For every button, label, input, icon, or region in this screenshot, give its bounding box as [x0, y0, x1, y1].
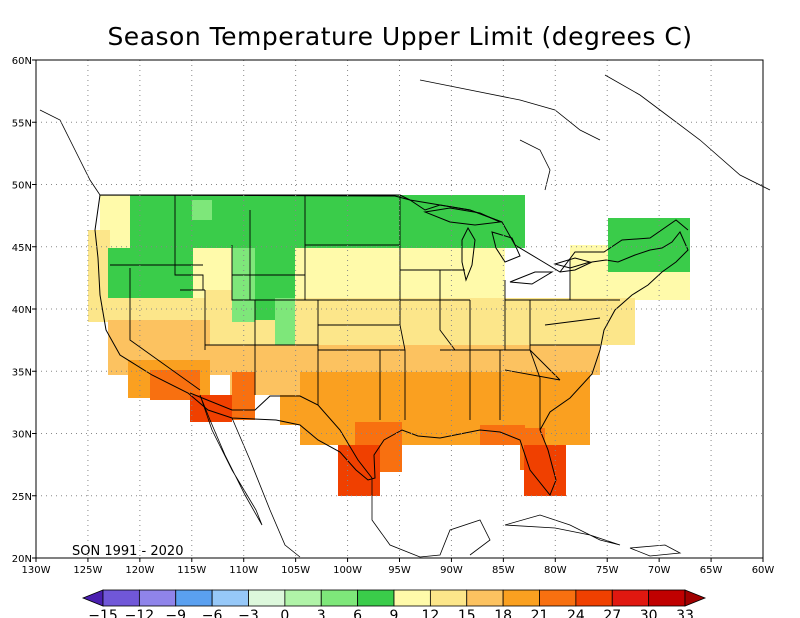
lat-tick-label: 55N — [12, 118, 32, 129]
longitude-labels: 130W 125W 120W 115W 110W 105W 100W 95W 90W 85W 80W… — [22, 558, 775, 576]
lon-tick-label: 100W — [333, 565, 362, 576]
lat-tick-label: 60N — [12, 56, 32, 67]
temp-cell-northern-tier — [420, 195, 525, 248]
lat-tick-label: 45N — [12, 243, 32, 254]
colorbar-swatch — [175, 589, 213, 607]
baja-california — [199, 394, 263, 526]
temp-cell-southern-plains — [205, 345, 600, 375]
temp-cell-gulf-coast — [232, 372, 255, 420]
mexico-coast — [231, 417, 491, 558]
lon-tick-label: 60W — [752, 565, 775, 576]
lon-tick-label: 130W — [22, 565, 51, 576]
colorbar-label: 18 — [494, 608, 512, 618]
colorbar-label: −15 — [88, 608, 118, 618]
colorbar-label: 9 — [390, 608, 399, 618]
latitude-labels: 20N 25N 30N 35N 40N 45N 50N 55N 60N — [12, 56, 36, 565]
colorbar-swatch — [648, 589, 686, 607]
colorbar-label: 30 — [640, 608, 658, 618]
period-note: SON 1991 - 2020 — [72, 544, 183, 559]
colorbar-label: 3 — [317, 608, 326, 618]
lon-tick-label: 85W — [492, 565, 515, 576]
colorbar-label: −6 — [202, 608, 223, 618]
colorbar-label: 24 — [567, 608, 585, 618]
colorbar-swatch — [539, 589, 577, 607]
lat-tick-label: 20N — [12, 554, 32, 565]
colorbar-arrow-high — [684, 589, 707, 607]
lon-tick-label: 120W — [125, 565, 154, 576]
lake-superior — [423, 207, 502, 226]
lon-tick-label: 95W — [388, 565, 411, 576]
lon-tick-label: 110W — [229, 565, 258, 576]
colorbar-label: 21 — [531, 608, 549, 618]
lon-tick-label: 115W — [177, 565, 206, 576]
lon-tick-label: 70W — [648, 565, 671, 576]
lon-tick-label: 105W — [281, 565, 310, 576]
colorbar-swatch — [393, 589, 431, 607]
temp-cell-rockies — [275, 298, 295, 345]
temp-cell-rockies — [192, 200, 212, 220]
mexico-border — [189, 392, 373, 479]
coastline-and-borders — [39, 74, 771, 558]
colorbar-label: −12 — [125, 608, 155, 618]
colorbar-label: −3 — [238, 608, 259, 618]
lat-tick-label: 25N — [12, 492, 32, 503]
lon-tick-label: 80W — [544, 565, 567, 576]
colorbar-label: 15 — [458, 608, 476, 618]
temp-cell-northern-tier — [108, 248, 193, 298]
colorbar-swatch — [248, 589, 286, 607]
temp-cell-gulf-coast — [480, 425, 525, 445]
colorbar-label: 12 — [421, 608, 439, 618]
colorbar-swatch — [611, 589, 650, 607]
lon-tick-label: 90W — [440, 565, 463, 576]
temp-cell-gulf-states — [300, 372, 590, 445]
colorbar-label: 0 — [280, 608, 289, 618]
colorbar-swatch — [466, 589, 504, 607]
temp-cell-northern-tier — [608, 218, 690, 272]
lat-tick-label: 30N — [12, 430, 32, 441]
colorbar-swatch — [502, 589, 540, 607]
lat-tick-label: 40N — [12, 305, 32, 316]
lon-tick-label: 65W — [700, 565, 723, 576]
colorbar-label: 6 — [353, 608, 362, 618]
colorbar-arrow-low — [81, 589, 104, 607]
state-lines — [110, 195, 620, 430]
lat-tick-label: 35N — [12, 367, 32, 378]
canada-coast — [39, 74, 771, 196]
lon-tick-label: 75W — [596, 565, 619, 576]
temperature-grid — [88, 195, 690, 496]
lon-tick-label: 125W — [73, 565, 102, 576]
hispaniola — [629, 544, 682, 557]
temp-cell-south-florida-texas — [190, 395, 232, 422]
colorbar-label: 27 — [603, 608, 621, 618]
lake-erie — [509, 271, 554, 285]
colorbar-swatch — [575, 589, 613, 607]
colorbar-swatch — [284, 589, 322, 607]
temp-cell-gulf-states — [280, 395, 320, 425]
map-title: Season Temperature Upper Limit (degrees … — [107, 22, 693, 51]
cuba — [504, 514, 621, 546]
lat-tick-label: 50N — [12, 181, 32, 192]
colorbar-swatch — [429, 589, 468, 607]
colorbar-swatch — [211, 589, 249, 607]
colorbar-swatch — [138, 589, 177, 607]
colorbar-swatch — [320, 589, 359, 607]
lake-michigan — [461, 226, 476, 282]
lake-huron — [491, 231, 521, 263]
colorbar-label: 33 — [676, 608, 694, 618]
colorbar: −15 −12 −9 −6 −3 0 3 6 9 12 15 18 21 24 27 30 33 — [81, 589, 707, 618]
colorbar-label: −9 — [165, 608, 186, 618]
lake-ontario — [553, 257, 592, 269]
temp-cell-south-florida-texas — [338, 445, 380, 496]
lat-lon-grid — [36, 60, 763, 558]
colorbar-swatch — [102, 589, 140, 607]
colorbar-swatch — [357, 589, 395, 607]
